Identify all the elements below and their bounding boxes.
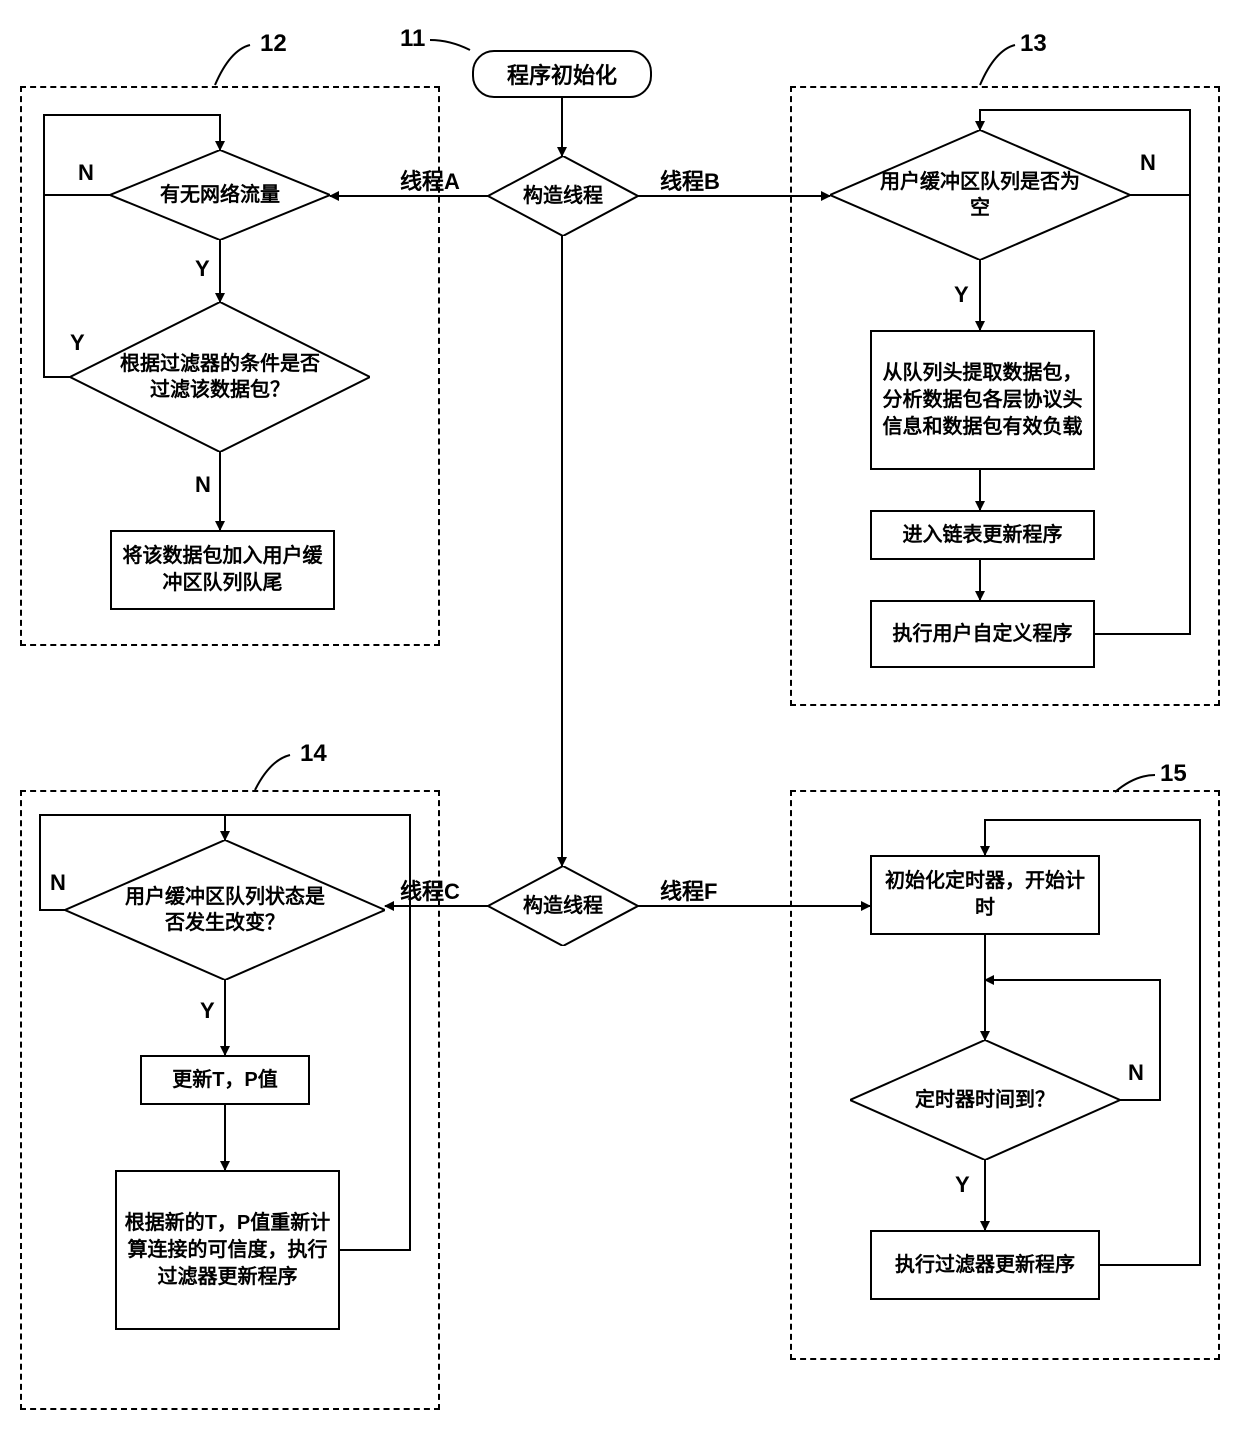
flowchart-canvas: 11 12 13 14 15 程序初始化 构造线程 构造线程 有无网络流量 根据…	[0, 0, 1240, 1434]
connectors	[0, 0, 1240, 1434]
